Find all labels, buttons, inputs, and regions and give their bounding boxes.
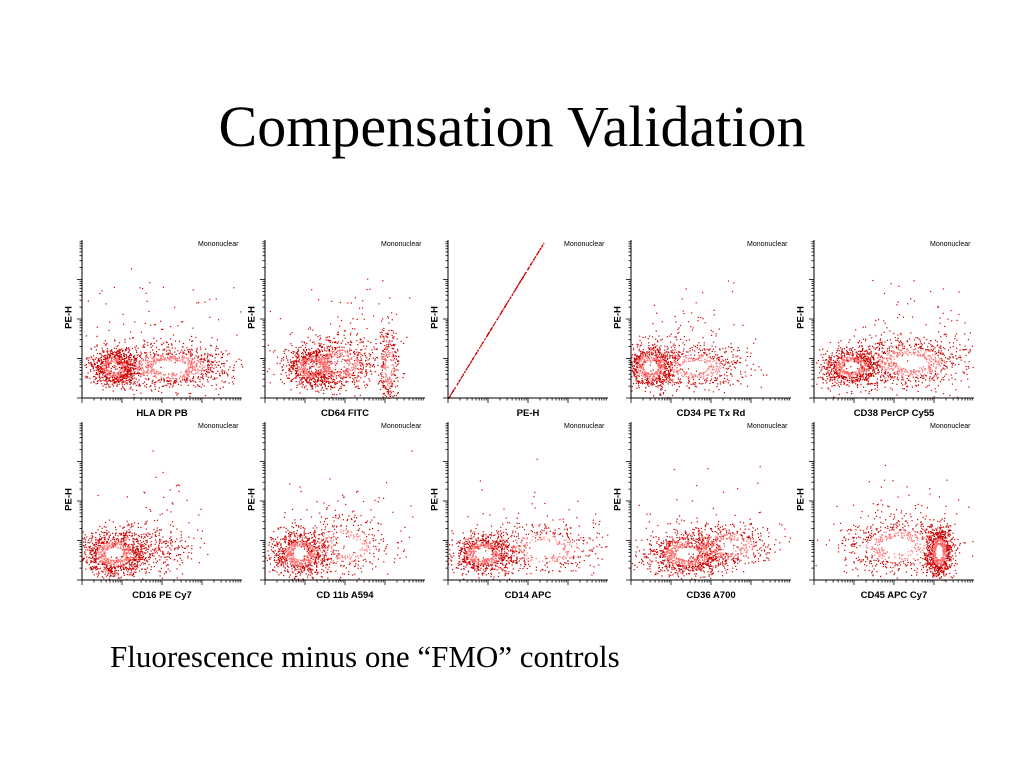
dot-plot-3-axes xyxy=(443,240,608,403)
dot-plot-4-axes xyxy=(626,240,791,403)
dot-plot-2-y-label: PE-H xyxy=(246,306,258,329)
dot-plot-5-gate-label: Mononuclear xyxy=(930,241,971,248)
dot-plot-1-y-label: PE-H xyxy=(63,306,75,329)
dot-plot-8-x-label: CD14 APC xyxy=(504,590,552,601)
dot-plot-7-points xyxy=(265,450,414,582)
dot-plot-3 xyxy=(443,240,608,403)
dot-plot-8-axes xyxy=(443,422,608,585)
dot-plot-9 xyxy=(626,422,792,585)
dot-plot-7-y-label: PE-H xyxy=(246,488,258,511)
dot-plot-2-x-label: CD64 FITC xyxy=(320,408,370,419)
dot-plot-6-axes xyxy=(77,422,242,585)
dot-plot-1 xyxy=(77,240,244,403)
dot-plot-10-x-label: CD45 APC Cy7 xyxy=(860,590,928,601)
dot-plot-3-points xyxy=(448,242,545,399)
dot-plot-4-y-label: PE-H xyxy=(612,306,624,329)
dot-plot-7-axes xyxy=(260,422,425,585)
dot-plot-3-y-label: PE-H xyxy=(429,306,441,329)
dot-plot-4 xyxy=(626,240,791,403)
dot-plot-8 xyxy=(443,422,609,585)
dot-plot-4-gate-label: Mononuclear xyxy=(747,241,788,248)
dot-plot-10-axes xyxy=(809,422,974,585)
dot-plot-5-y-label: PE-H xyxy=(795,306,807,329)
dot-plot-9-y-label: PE-H xyxy=(612,488,624,511)
dot-plot-3-x-label: PE-H xyxy=(516,408,540,419)
dot-plot-2-gate-label: Mononuclear xyxy=(381,241,422,248)
dot-plot-9-gate-label: Mononuclear xyxy=(747,423,788,430)
dot-plot-10 xyxy=(809,422,974,585)
dot-plot-9-points xyxy=(631,466,792,581)
dot-plot-7-gate-label: Mononuclear xyxy=(381,423,422,430)
dot-plot-4-x-label: CD34 PE Tx Rd xyxy=(676,408,746,419)
dot-plot-10-y-label: PE-H xyxy=(795,488,807,511)
dot-plot-9-axes xyxy=(626,422,791,585)
dot-plot-5-x-label: CD38 PerCP Cy55 xyxy=(853,408,935,419)
dot-plot-6-y-label: PE-H xyxy=(63,488,75,511)
dot-plot-3-gate-label: Mononuclear xyxy=(564,241,605,248)
dot-plot-1-gate-label: Mononuclear xyxy=(198,241,239,248)
dot-plot-1-x-label: HLA DR PB xyxy=(136,408,188,419)
slide-title: Compensation Validation xyxy=(218,94,806,159)
dot-plot-8-points xyxy=(448,458,609,581)
dot-plot-2-points xyxy=(266,278,411,399)
dot-plot-10-gate-label: Mononuclear xyxy=(930,423,971,430)
dot-plot-1-axes xyxy=(77,240,242,403)
slide-caption: Fluorescence minus one “FMO” controls xyxy=(110,639,620,674)
dot-plot-8-y-label: PE-H xyxy=(429,488,441,511)
dot-plot-5-axes xyxy=(809,240,974,403)
dot-plot-8-gate-label: Mononuclear xyxy=(564,423,605,430)
dot-plot-6 xyxy=(77,422,242,585)
dot-plot-7-x-label: CD 11b A594 xyxy=(316,590,374,601)
dot-plot-4-points xyxy=(631,280,768,399)
dot-plot-6-x-label: CD16 PE Cy7 xyxy=(132,590,192,601)
dot-plot-1-points xyxy=(84,268,244,398)
dot-plot-5-points xyxy=(816,279,974,398)
dot-plot-6-gate-label: Mononuclear xyxy=(198,423,239,430)
dot-plot-9-x-label: CD36 A700 xyxy=(686,590,736,601)
dot-plot-10-points xyxy=(815,464,974,582)
dot-plot-7 xyxy=(260,422,425,585)
dot-plot-5 xyxy=(809,240,974,403)
dot-plot-2-axes xyxy=(260,240,425,403)
dot-plot-2 xyxy=(260,240,425,403)
dot-plot-6-points xyxy=(82,450,209,581)
